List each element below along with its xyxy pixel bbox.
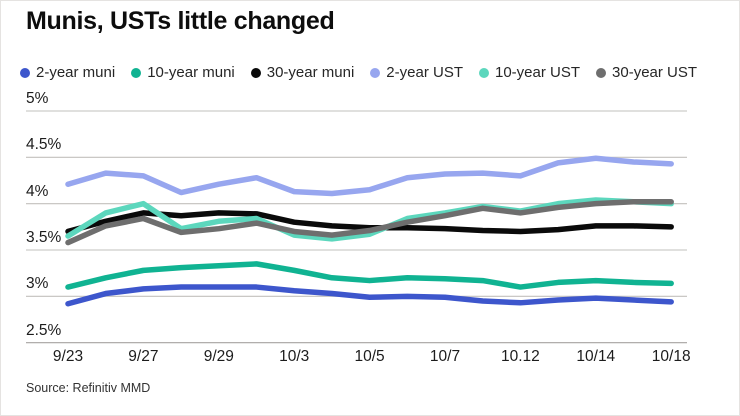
- legend: 2-year muni 10-year muni 30-year muni 2-yea…: [20, 62, 697, 83]
- legend-swatch-icon: [478, 67, 489, 78]
- legend-label: 2-year muni: [36, 64, 116, 81]
- legend-item-30-year-ust: 30-year UST: [596, 64, 697, 81]
- x-tick-label: 9/29: [203, 348, 234, 365]
- y-tick-label: 4.5%: [26, 136, 62, 154]
- series-line-30-year-ust: [65, 199, 674, 246]
- legend-swatch-icon: [20, 67, 30, 78]
- legend-label: 2-year UST: [386, 64, 463, 81]
- legend-item-2-year-muni: 2-year muni: [20, 64, 115, 81]
- legend-item-10-year-ust: 10-year UST: [478, 64, 581, 81]
- legend-label: 30-year UST: [612, 64, 698, 81]
- legend-swatch-icon: [131, 67, 142, 78]
- y-tick-label: 4%: [26, 182, 49, 200]
- x-tick-label: 10/14: [576, 348, 616, 365]
- y-tick-label: 3.5%: [26, 228, 62, 246]
- legend-label: 10-year muni: [147, 64, 235, 81]
- x-tick-label: 10/5: [354, 348, 385, 365]
- legend-swatch-icon: [596, 67, 607, 78]
- y-tick-label: 5%: [26, 90, 49, 107]
- x-tick-label: 10/7: [429, 348, 461, 365]
- legend-label: 30-year muni: [266, 64, 355, 81]
- x-tick-label: 9/27: [128, 348, 159, 365]
- x-tick-label: 10/18: [651, 348, 691, 365]
- legend-label: 10-year UST: [494, 64, 581, 81]
- x-tick-label: 10/3: [279, 348, 310, 365]
- chart-title: Munis, USTs little changed: [26, 7, 335, 35]
- x-tick-label: 10.12: [500, 348, 540, 365]
- series-line-10-year-muni: [65, 261, 674, 290]
- legend-swatch-icon: [250, 67, 261, 78]
- legend-item-30-year-muni: 30-year muni: [250, 64, 355, 81]
- legend-swatch-icon: [370, 67, 381, 78]
- x-tick-label: 9/23: [52, 348, 84, 365]
- y-tick-label: 3%: [26, 275, 49, 293]
- series-line-2-year-muni: [65, 284, 674, 307]
- y-tick-label: 2.5%: [26, 321, 62, 339]
- legend-item-2-year-ust: 2-year UST: [370, 64, 463, 81]
- source-note: Source: Refinitiv MMD: [26, 381, 151, 395]
- series-line-10-year-ust: [65, 197, 674, 242]
- legend-item-10-year-muni: 10-year muni: [131, 64, 235, 81]
- series-line-2-year-ust: [65, 155, 674, 197]
